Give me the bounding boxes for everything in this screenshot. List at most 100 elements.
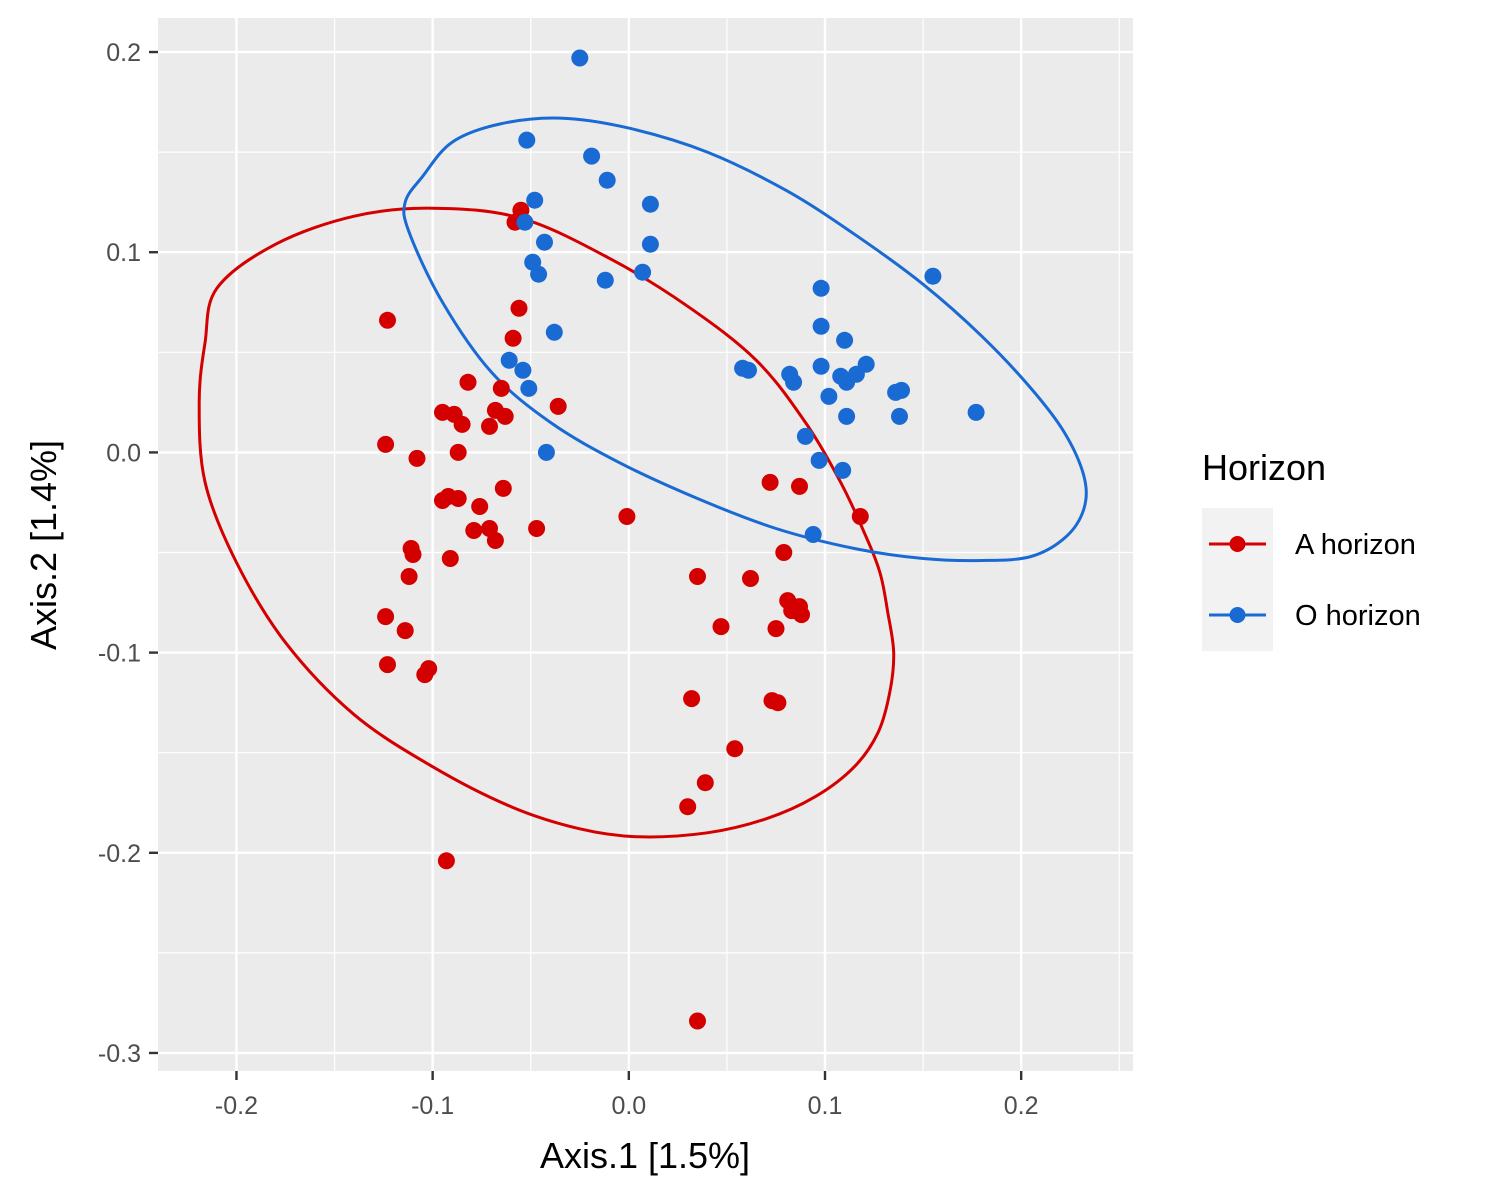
- point-a-horizon-20: [449, 490, 467, 507]
- y-tick-label-2: -0.1: [98, 640, 141, 668]
- y-tick-label-0: -0.3: [98, 1040, 141, 1068]
- x-tick-label-3: 0.1: [808, 1092, 843, 1120]
- point-o-horizon-40: [804, 526, 822, 543]
- point-a-horizon-36: [618, 508, 636, 525]
- ellipse-o-horizon: [402, 116, 1088, 563]
- point-o-horizon-24: [785, 373, 803, 391]
- point-a-horizon-5: [510, 299, 528, 317]
- point-a-horizon-32: [379, 656, 396, 674]
- point-o-horizon-1: [518, 131, 536, 149]
- legend: Horizon A horizon O horizon: [1202, 447, 1421, 651]
- point-a-horizon-6: [504, 329, 522, 347]
- point-o-horizon-0: [571, 49, 589, 67]
- point-o-horizon-38: [810, 451, 828, 469]
- point-a-horizon-45: [761, 473, 779, 491]
- point-o-horizon-22: [836, 331, 854, 349]
- y-axis-title: Axis.2 [1.4%]: [23, 440, 64, 650]
- point-a-horizon-47: [851, 508, 869, 525]
- x-tick-label-2: 0.0: [611, 1092, 646, 1120]
- y-tick-label-3: 0.0: [106, 439, 141, 467]
- point-a-horizon-21: [471, 498, 489, 515]
- point-a-horizon-37: [689, 568, 706, 585]
- point-o-horizon-35: [924, 267, 942, 285]
- point-a-horizon-15: [481, 417, 498, 435]
- legend-label-o-horizon: O horizon: [1295, 600, 1421, 632]
- point-a-horizon-43: [679, 798, 697, 816]
- x-axis-title: Axis.1 [1.5%]: [540, 1135, 750, 1176]
- point-o-horizon-37: [796, 427, 814, 445]
- point-a-horizon-8: [492, 379, 510, 397]
- y-axis: -0.3 -0.2 -0.1 0.0 0.1 0.2: [98, 39, 158, 1068]
- point-o-horizon-12: [596, 271, 614, 289]
- point-a-horizon-29: [400, 568, 418, 585]
- point-o-horizon-29: [857, 355, 875, 373]
- point-o-horizon-14: [500, 351, 518, 369]
- x-axis: -0.2 -0.1 0.0 0.1 0.2: [215, 1071, 1039, 1120]
- point-a-horizon-52: [793, 606, 810, 624]
- legend-key-dot-a-horizon: [1229, 536, 1246, 552]
- point-a-horizon-38: [742, 570, 759, 587]
- point-o-horizon-33: [893, 381, 910, 399]
- point-a-horizon-22: [465, 522, 483, 539]
- data-points: [377, 49, 985, 1030]
- point-a-horizon-2: [408, 449, 426, 467]
- point-a-horizon-0: [379, 311, 396, 329]
- point-a-horizon-40: [683, 690, 701, 708]
- x-tick-label-1: -0.1: [411, 1092, 454, 1120]
- point-o-horizon-36: [967, 403, 985, 421]
- point-a-horizon-27: [404, 546, 422, 563]
- confidence-ellipses: [197, 116, 1088, 839]
- legend-label-a-horizon: A horizon: [1295, 529, 1416, 561]
- y-tick-label-4: 0.1: [106, 239, 141, 267]
- point-o-horizon-11: [634, 263, 652, 281]
- y-tick-label-1: -0.2: [98, 840, 141, 868]
- point-o-horizon-8: [641, 235, 659, 253]
- point-a-horizon-7: [459, 373, 477, 391]
- point-o-horizon-2: [583, 147, 601, 165]
- point-o-horizon-34: [891, 407, 908, 425]
- point-a-horizon-53: [767, 620, 785, 638]
- point-a-horizon-44: [689, 1012, 706, 1030]
- point-o-horizon-19: [740, 361, 757, 379]
- point-o-horizon-17: [537, 443, 555, 461]
- point-a-horizon-41: [726, 740, 744, 758]
- legend-title: Horizon: [1202, 447, 1326, 488]
- y-tick-label-5: 0.2: [106, 39, 141, 67]
- point-o-horizon-21: [812, 317, 830, 335]
- plot-panel: [158, 18, 1133, 1071]
- point-o-horizon-5: [641, 195, 659, 213]
- legend-key-background: [1202, 508, 1273, 651]
- point-a-horizon-30: [377, 608, 395, 626]
- point-o-horizon-20: [812, 279, 830, 297]
- point-a-horizon-24: [486, 532, 504, 549]
- point-a-horizon-35: [437, 852, 455, 870]
- point-o-horizon-39: [834, 461, 852, 479]
- point-a-horizon-55: [769, 694, 787, 712]
- x-tick-label-0: -0.2: [215, 1092, 258, 1120]
- point-a-horizon-13: [496, 407, 514, 425]
- point-o-horizon-13: [545, 323, 563, 341]
- point-o-horizon-7: [536, 233, 553, 251]
- point-a-horizon-25: [528, 520, 546, 537]
- point-o-horizon-4: [526, 191, 544, 209]
- point-o-horizon-31: [838, 407, 856, 425]
- point-o-horizon-25: [812, 357, 830, 375]
- point-a-horizon-48: [775, 544, 793, 561]
- legend-key-dot-o-horizon: [1229, 607, 1246, 623]
- point-o-horizon-6: [516, 213, 534, 231]
- point-a-horizon-16: [449, 443, 467, 461]
- ellipse-a-horizon: [197, 206, 896, 839]
- point-a-horizon-1: [377, 435, 395, 453]
- point-o-horizon-16: [520, 379, 538, 397]
- grid-major: [158, 18, 1133, 1071]
- point-a-horizon-31: [396, 622, 414, 640]
- point-a-horizon-9: [549, 397, 567, 415]
- point-a-horizon-14: [453, 415, 471, 433]
- point-a-horizon-17: [494, 479, 512, 497]
- point-o-horizon-15: [514, 361, 532, 379]
- point-a-horizon-42: [696, 774, 714, 792]
- point-o-horizon-30: [820, 387, 838, 405]
- point-a-horizon-34: [420, 660, 438, 678]
- x-tick-label-4: 0.2: [1004, 1092, 1039, 1120]
